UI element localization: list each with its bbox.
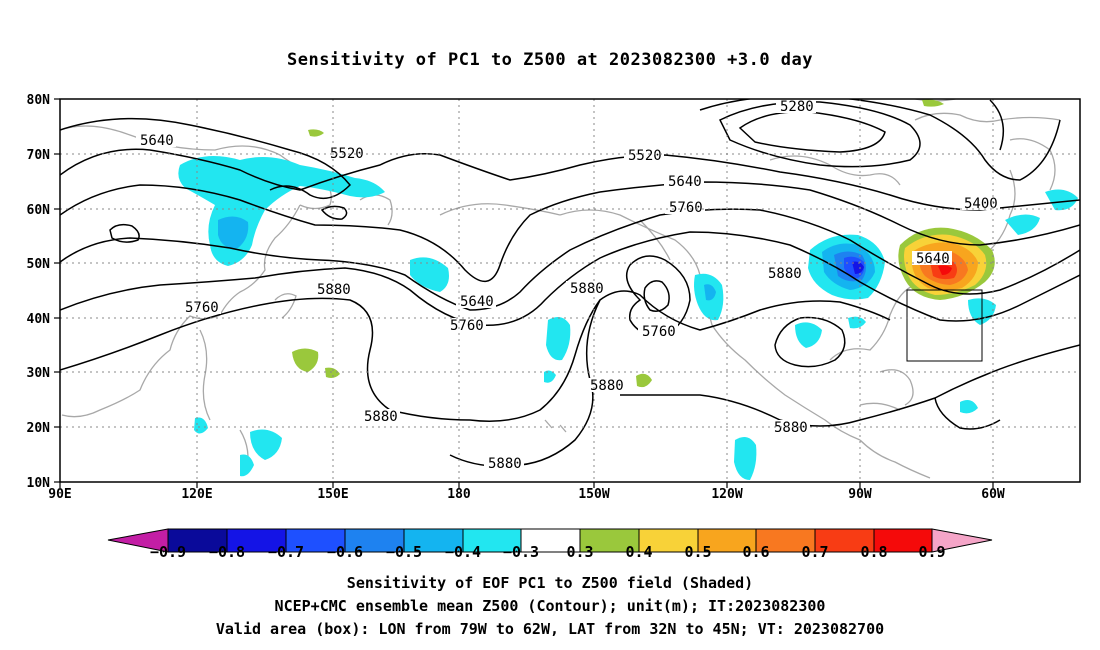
contour-label-14: 5880 (570, 281, 604, 297)
colorbar-label-9: 0.4 (625, 543, 652, 561)
shade-negative-pacific (546, 316, 571, 361)
contour-label-6: 5640 (668, 174, 702, 190)
lon-label-120e: 120E (181, 487, 212, 502)
shade-negative-siberia-core (218, 216, 249, 249)
shade-negative-atlantic-3 (1045, 189, 1078, 211)
shade-negative-pacific-2 (544, 370, 556, 383)
contour-label-3: 5520 (330, 146, 364, 162)
contour-label-18: 5880 (488, 456, 522, 472)
shade-negative-small-4 (240, 454, 254, 477)
lat-lon-grid (60, 99, 1080, 482)
latitude-labels: 80N 70N 60N 50N 40N 30N 20N 10N (27, 93, 51, 491)
contour-label-10: 5760 (185, 300, 219, 316)
shade-positive-hawaii-2 (325, 367, 340, 378)
caption-contour-field: NCEP+CMC ensemble mean Z500 (Contour); u… (274, 597, 826, 615)
colorbar-labels: −0.9 −0.8 −0.7 −0.6 −0.5 −0.4 −0.3 0.3 0… (150, 543, 946, 561)
colorbar-label-14: 0.9 (918, 543, 945, 561)
lon-label-90e: 90E (48, 487, 71, 502)
caption-valid-area: Valid area (box): LON from 79W to 62W, L… (215, 620, 885, 638)
shade-positive-pacific (636, 373, 652, 388)
contour-label-16: 5880 (590, 378, 624, 394)
colorbar-label-6: −0.4 (445, 543, 481, 561)
lon-label-150w: 150W (578, 487, 609, 502)
caption-shaded-field: Sensitivity of EOF PC1 to Z500 field (Sh… (346, 574, 754, 592)
contour-label-5: 5640 (140, 133, 174, 149)
shade-negative-small-2 (194, 417, 208, 434)
contour-label-11: 5760 (450, 318, 484, 334)
shade-negative-gulf (795, 322, 822, 348)
longitude-labels: 90E 120E 150E 180 150W 120W 90W 60W (48, 487, 1005, 502)
colorbar-label-3: −0.7 (268, 543, 304, 561)
colorbar-label-10: 0.5 (684, 543, 711, 561)
lat-label-40n: 40N (27, 312, 51, 327)
contour-label-9: 5760 (669, 200, 703, 216)
lat-label-70n: 70N (27, 148, 51, 163)
shade-positive-0-8 (938, 265, 952, 275)
contour-label-12: 5760 (642, 324, 676, 340)
valid-area-box (906, 289, 983, 362)
lat-label-80n: 80N (27, 93, 51, 108)
shade-negative-mexico (734, 436, 757, 480)
contour-label-19: 5880 (774, 420, 808, 436)
colorbar-label-2: −0.8 (209, 543, 245, 561)
colorbar-label-8: 0.3 (566, 543, 593, 561)
contour-label-15: 5880 (768, 266, 802, 282)
colorbar-label-5: −0.5 (386, 543, 422, 561)
contour-label-1: 5280 (780, 99, 814, 115)
shade-negative-alaska (410, 257, 449, 292)
lat-label-10n: 10N (27, 476, 51, 491)
lat-label-20n: 20N (27, 421, 51, 436)
contour-label-2: 5400 (964, 196, 998, 212)
tick-marks (54, 98, 994, 488)
lon-label-90w: 90W (848, 487, 872, 502)
contour-labels: 5280 5400 5520 5520 5640 5640 5640 5640 … (136, 99, 1000, 472)
contour-label-17: 5880 (364, 409, 398, 425)
colorbar-label-4: −0.6 (327, 543, 363, 561)
colorbar-label-7: −0.3 (503, 543, 539, 561)
contour-label-4: 5520 (628, 148, 662, 164)
shade-negative-westcoast-core (704, 284, 716, 301)
colorbar (107, 528, 993, 553)
colorbar-label-11: 0.6 (742, 543, 769, 561)
shade-negative-small-3 (250, 429, 282, 460)
colorbar-label-12: 0.7 (801, 543, 828, 561)
shade-positive-hawaii (292, 348, 319, 372)
lon-label-60w: 60W (981, 487, 1005, 502)
lat-label-60n: 60N (27, 203, 51, 218)
contour-label-13: 5880 (317, 282, 351, 298)
shade-positive-arctic-2 (922, 99, 944, 107)
colorbar-label-13: 0.8 (860, 543, 887, 561)
shade-positive-arctic-1 (308, 129, 324, 137)
plot-title: Sensitivity of PC1 to Z500 at 2023082300… (286, 50, 813, 70)
shade-negative-atlantic-2 (1005, 214, 1040, 235)
colorbar-high-end (931, 528, 993, 553)
map-frame (59, 98, 1081, 483)
lat-label-30n: 30N (27, 366, 51, 381)
colorbar-label-1: −0.9 (150, 543, 186, 561)
lon-label-150e: 150E (317, 487, 348, 502)
shade-negative-small-5 (848, 316, 866, 329)
lon-label-180: 180 (447, 487, 471, 502)
lon-label-120w: 120W (711, 487, 742, 502)
contour-label-7: 5640 (460, 294, 494, 310)
lat-label-50n: 50N (27, 257, 51, 272)
z500-contours (60, 99, 1080, 467)
contour-label-8: 5640 (916, 251, 950, 267)
shade-negative-small-1 (960, 400, 978, 414)
shade-negative-greatlakes-4 (852, 261, 864, 274)
